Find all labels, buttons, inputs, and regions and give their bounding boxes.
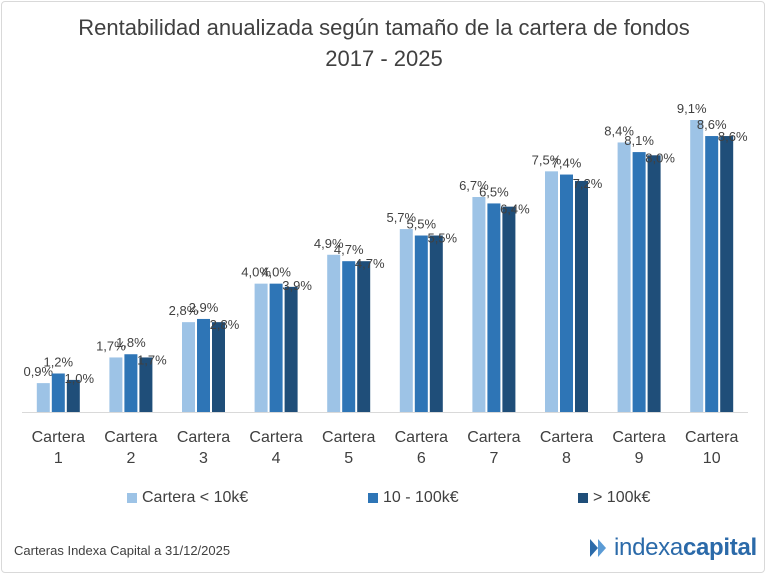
data-label-s3-c10: 8,6% — [718, 129, 748, 144]
bar-s1-c3 — [182, 322, 195, 412]
data-label-s1-c1: 0,9% — [23, 364, 53, 379]
category-label-8-line-1: Cartera — [540, 429, 593, 446]
category-label-7-line-1: Cartera — [467, 429, 520, 446]
data-label-s3-c4: 3,9% — [282, 278, 312, 293]
category-label-10-line-2: 10 — [703, 450, 721, 467]
data-label-s1-c2: 1,7% — [96, 338, 126, 353]
data-label-s2-c9: 8,1% — [624, 133, 654, 148]
bar-s3-c3 — [212, 322, 225, 412]
data-label-s1-c10: 9,1% — [677, 101, 707, 116]
brand-logo: indexacapital — [588, 534, 757, 562]
bar-s1-c1 — [36, 383, 50, 412]
bar-s1-c7 — [472, 197, 486, 412]
bar-s2-c1 — [51, 373, 65, 412]
data-label-s2-c1: 1,2% — [43, 354, 73, 369]
category-label-10-line-1: Cartera — [685, 429, 738, 446]
data-label-s3-c7: 6,4% — [500, 202, 530, 217]
data-label-s2-c7: 6,5% — [479, 184, 509, 199]
data-label-s2-c10: 8,6% — [697, 117, 727, 132]
bar-s3-c4 — [284, 286, 298, 412]
bar-s3-c10 — [720, 136, 734, 413]
bar-s2-c7 — [487, 203, 501, 412]
chart-subtitle: 2017 - 2025 — [325, 46, 443, 71]
data-label-s2-c3: 2,9% — [189, 300, 219, 315]
data-label-s3-c8: 7,2% — [573, 176, 603, 191]
bar-s3-c6 — [429, 235, 443, 412]
category-label-3-line-2: 3 — [199, 450, 208, 467]
bar-s3-c1 — [66, 379, 80, 412]
bar-s2-c10 — [705, 136, 719, 413]
category-label-5-line-1: Cartera — [322, 429, 375, 446]
bar-s3-c8 — [575, 180, 588, 412]
data-label-s3-c5: 4,7% — [355, 256, 385, 271]
legend-label-medium: 10 - 100k€ — [383, 489, 459, 506]
bar-s2-c9 — [632, 152, 646, 413]
category-label-9-line-1: Cartera — [612, 429, 665, 446]
legend-label-large: > 100k€ — [593, 489, 651, 506]
bar-s3-c7 — [502, 206, 516, 412]
category-label-6-line-1: Cartera — [395, 429, 448, 446]
brand-name: indexacapital — [614, 534, 757, 562]
bar-s1-c4 — [254, 283, 268, 412]
bar-s2-c5 — [342, 261, 356, 412]
category-label-9-line-2: 9 — [635, 450, 644, 467]
legend-item-small: Cartera < 10k€ — [127, 489, 248, 507]
category-label-6-line-2: 6 — [417, 450, 426, 467]
bar-s1-c9 — [617, 142, 631, 412]
legend-label-small: Cartera < 10k€ — [142, 489, 249, 506]
category-label-5-line-2: 5 — [344, 450, 353, 467]
bar-s2-c6 — [414, 235, 428, 412]
bar-s1-c10 — [690, 120, 704, 412]
footer-note: Carteras Indexa Capital a 31/12/2025 — [14, 543, 231, 558]
chart-title: Rentabilidad anualizada según tamaño de … — [78, 15, 690, 40]
bar-s3-c9 — [647, 155, 661, 413]
data-label-s1-c3: 2,8% — [169, 303, 199, 318]
data-label-s1-c4: 4,0% — [241, 265, 271, 280]
bar-s1-c8 — [545, 171, 558, 412]
bar-s1-c2 — [109, 357, 123, 412]
data-label-s2-c8: 7,4% — [552, 156, 582, 171]
legend-item-medium: 10 - 100k€ — [368, 489, 459, 507]
data-label-s1-c5: 4,9% — [314, 236, 344, 251]
category-label-2-line-2: 2 — [126, 450, 135, 467]
data-label-s1-c8: 7,5% — [532, 152, 562, 167]
category-label-1-line-2: 1 — [54, 450, 63, 467]
brand-name-light: indexa — [614, 534, 683, 561]
data-label-s2-c2: 1,8% — [116, 335, 146, 350]
legend-item-large: > 100k€ — [578, 489, 650, 507]
bar-s3-c2 — [139, 357, 153, 412]
data-label-s2-c6: 5,5% — [406, 217, 436, 232]
brand-name-bold: capital — [682, 534, 757, 561]
category-label-8-line-2: 8 — [562, 450, 571, 467]
category-label-3-line-1: Cartera — [177, 429, 230, 446]
bar-s2-c3 — [197, 318, 210, 412]
legend-swatch-small — [127, 493, 137, 503]
data-label-s1-c9: 8,4% — [604, 123, 634, 138]
legend-swatch-medium — [368, 493, 378, 503]
category-label-2-line-1: Cartera — [104, 429, 157, 446]
data-label-s3-c3: 2,8% — [210, 317, 240, 332]
bar-s1-c6 — [399, 229, 413, 412]
data-label-s1-c7: 6,7% — [459, 178, 489, 193]
category-label-1-line-1: Cartera — [32, 429, 85, 446]
bar-s3-c5 — [357, 261, 371, 412]
indexa-arrows-logo-icon — [590, 539, 606, 557]
data-label-s1-c6: 5,7% — [386, 210, 416, 225]
data-label-s3-c2: 1,7% — [137, 352, 167, 367]
legend-swatch-large — [578, 493, 588, 503]
data-label-s2-c4: 4,0% — [261, 265, 291, 280]
bar-s2-c4 — [269, 283, 283, 412]
category-label-4-line-1: Cartera — [249, 429, 302, 446]
data-label-s2-c5: 4,7% — [334, 242, 364, 257]
bar-s1-c5 — [327, 254, 341, 412]
bar-s2-c8 — [560, 174, 573, 412]
category-label-7-line-2: 7 — [489, 450, 498, 467]
bar-s2-c2 — [124, 354, 138, 412]
data-label-s3-c9: 8,0% — [645, 150, 675, 165]
category-label-4-line-2: 4 — [272, 450, 281, 467]
data-label-s3-c6: 5,5% — [427, 231, 457, 246]
data-label-s3-c1: 1,0% — [64, 371, 94, 386]
